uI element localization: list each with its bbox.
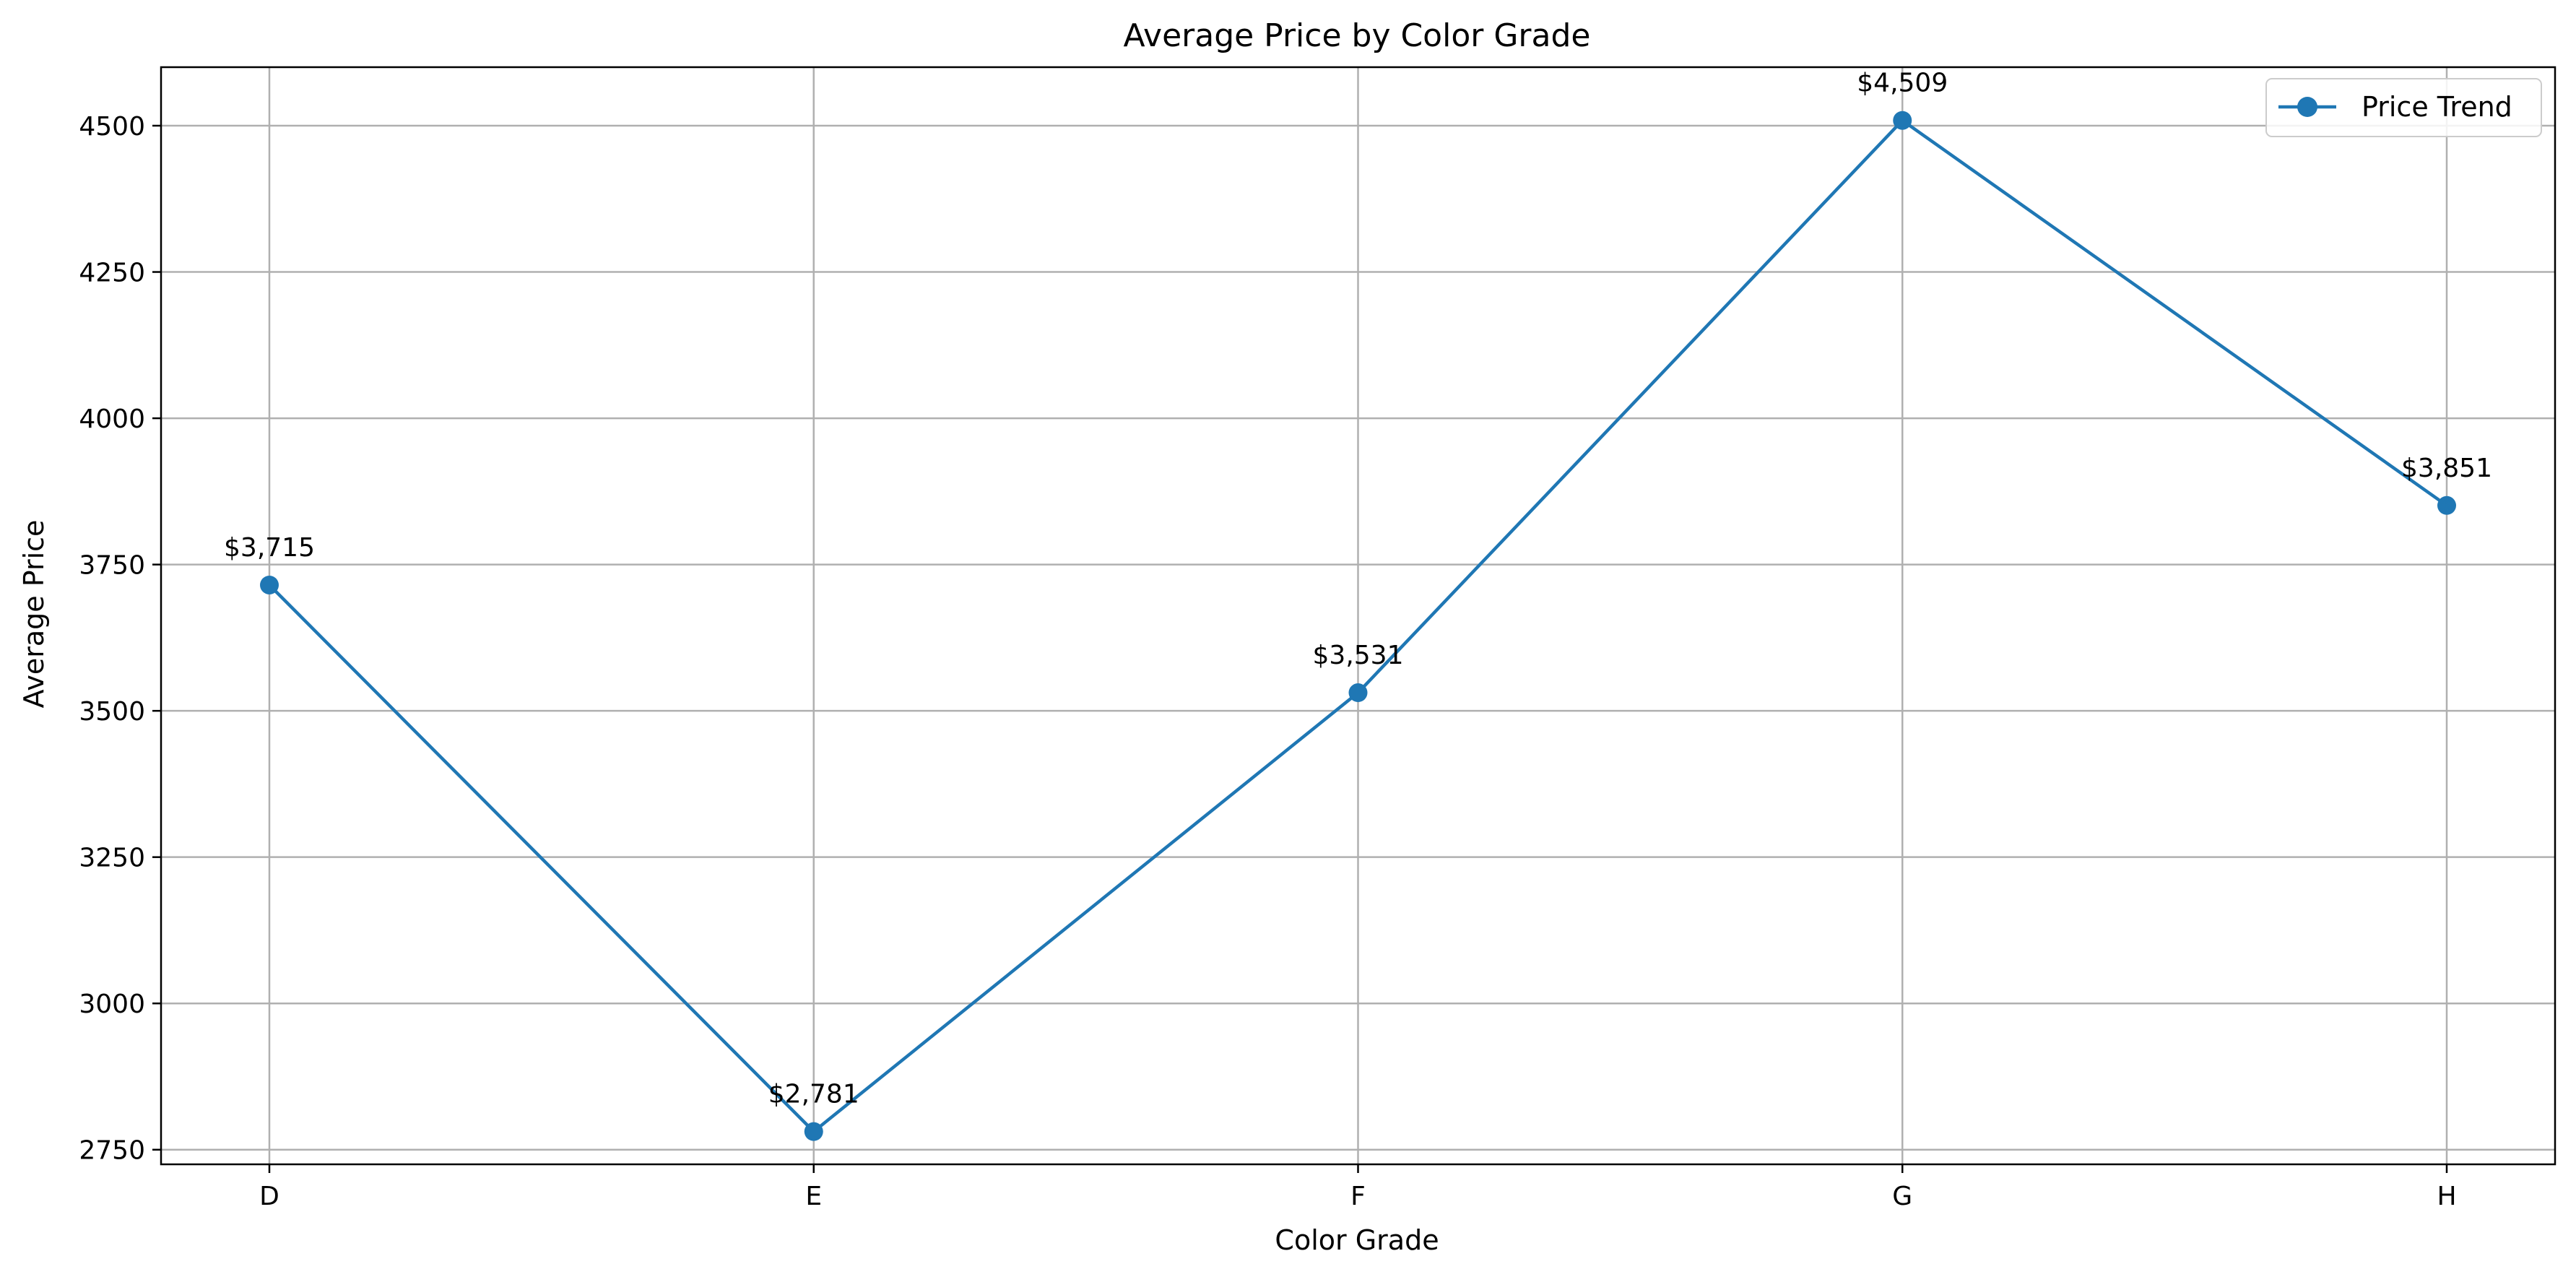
- data-label: $3,851: [2401, 454, 2492, 483]
- grid: [161, 67, 2555, 1164]
- data-point: [1893, 111, 1912, 130]
- legend-marker-swatch: [2297, 97, 2317, 117]
- x-tick-label: E: [805, 1182, 822, 1211]
- data-point: [2437, 495, 2456, 515]
- data-label: $2,781: [768, 1080, 859, 1109]
- y-tick-label: 4500: [79, 112, 145, 142]
- y-tick-label: 2750: [79, 1136, 145, 1166]
- legend-label-price-trend: Price Trend: [2362, 91, 2512, 123]
- chart-title: Average Price by Color Grade: [1124, 17, 1591, 54]
- x-tick-label: H: [2437, 1182, 2456, 1211]
- data-label: $3,531: [1313, 641, 1404, 670]
- y-tick-label: 3500: [79, 697, 145, 727]
- y-tick-label: 4000: [79, 404, 145, 434]
- x-tick-label: D: [259, 1182, 279, 1211]
- x-axis-label: Color Grade: [1275, 1224, 1439, 1256]
- data-label: $4,509: [1857, 69, 1948, 98]
- y-axis-ticks: 2750 3000 3250 3500 3750 4000 4250 4500: [79, 112, 161, 1166]
- y-tick-label: 3250: [79, 844, 145, 873]
- y-axis-label: Average Price: [18, 520, 50, 709]
- data-point: [260, 575, 279, 594]
- series-price-trend: [260, 111, 2456, 1141]
- legend-box: [2265, 78, 2542, 137]
- y-tick-label: 3000: [79, 990, 145, 1019]
- x-tick-label: F: [1350, 1182, 1366, 1211]
- y-tick-label: 4250: [79, 259, 145, 288]
- x-axis-ticks: D E F G H: [259, 1164, 2457, 1211]
- data-point: [804, 1122, 823, 1141]
- y-tick-label: 3750: [79, 551, 145, 581]
- data-label: $3,715: [224, 533, 315, 563]
- data-labels: $3,715 $2,781 $3,531 $4,509 $3,851: [224, 69, 2492, 1109]
- x-tick-label: G: [1892, 1182, 1912, 1211]
- legend: Price Trend: [2265, 78, 2542, 137]
- data-point: [1348, 683, 1368, 703]
